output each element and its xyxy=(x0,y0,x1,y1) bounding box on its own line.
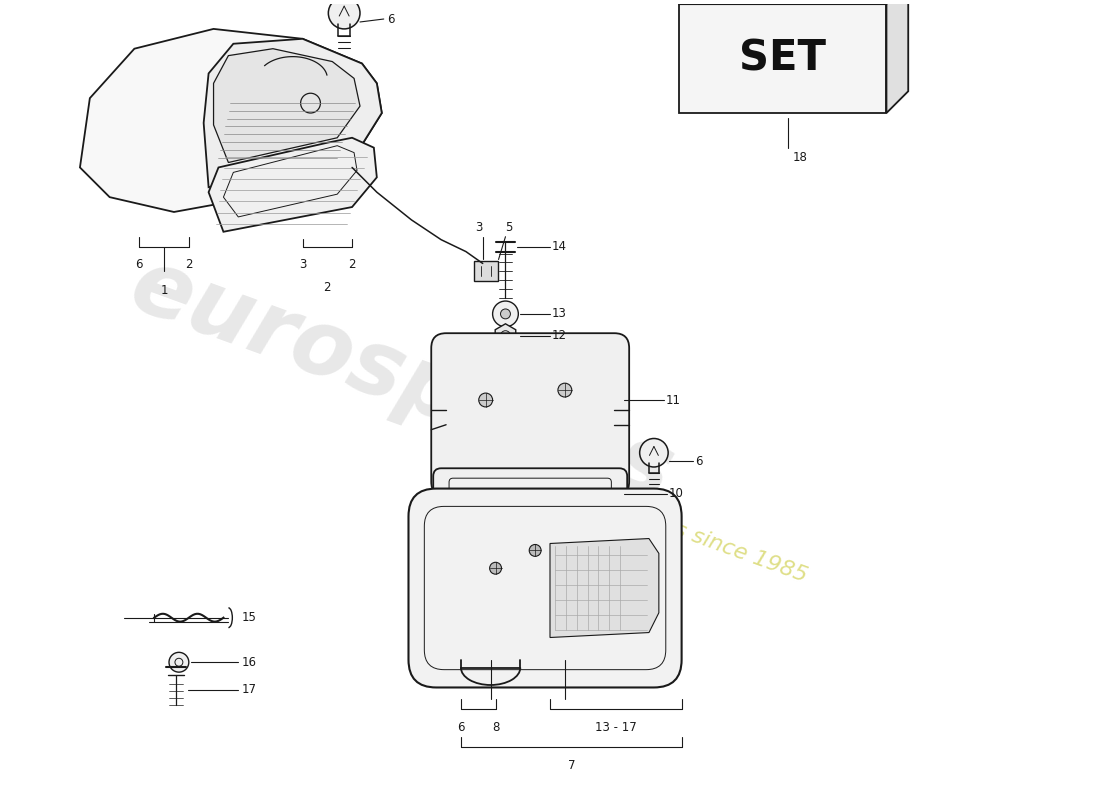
Circle shape xyxy=(490,562,502,574)
Text: 1: 1 xyxy=(161,284,168,298)
Text: 12: 12 xyxy=(552,329,567,342)
Text: 2: 2 xyxy=(185,258,192,271)
Circle shape xyxy=(493,301,518,326)
Text: 8: 8 xyxy=(492,721,499,734)
Polygon shape xyxy=(80,29,382,212)
Text: 16: 16 xyxy=(241,656,256,669)
FancyBboxPatch shape xyxy=(408,489,682,687)
Text: SET: SET xyxy=(739,38,826,79)
Text: 3: 3 xyxy=(299,258,306,271)
Circle shape xyxy=(640,438,668,467)
Circle shape xyxy=(558,383,572,397)
Polygon shape xyxy=(209,138,377,232)
Polygon shape xyxy=(204,39,382,187)
Text: 2: 2 xyxy=(349,258,355,271)
Polygon shape xyxy=(550,538,659,638)
Text: eurospares: eurospares xyxy=(119,242,685,519)
Circle shape xyxy=(478,393,493,407)
Text: a passion for parts since 1985: a passion for parts since 1985 xyxy=(487,452,811,586)
Text: 17: 17 xyxy=(241,683,256,697)
Text: 3: 3 xyxy=(475,221,483,234)
Polygon shape xyxy=(679,4,887,113)
FancyBboxPatch shape xyxy=(431,334,629,497)
Text: 6: 6 xyxy=(695,455,703,468)
Text: 5: 5 xyxy=(506,221,513,234)
Text: 7: 7 xyxy=(568,758,575,772)
Text: 6: 6 xyxy=(458,721,464,734)
Text: 6: 6 xyxy=(387,13,394,26)
Circle shape xyxy=(529,545,541,556)
Polygon shape xyxy=(474,262,497,282)
Polygon shape xyxy=(213,49,360,162)
Text: 2: 2 xyxy=(323,282,331,294)
Circle shape xyxy=(500,309,510,319)
Text: 13: 13 xyxy=(552,307,567,321)
Text: 15: 15 xyxy=(241,611,256,624)
Text: 18: 18 xyxy=(792,150,807,164)
Text: 14: 14 xyxy=(552,240,567,253)
Text: 13 - 17: 13 - 17 xyxy=(595,721,637,734)
Polygon shape xyxy=(679,0,909,4)
Polygon shape xyxy=(495,324,516,347)
Circle shape xyxy=(328,0,360,29)
Polygon shape xyxy=(887,0,909,113)
Text: 6: 6 xyxy=(135,258,143,271)
Text: 11: 11 xyxy=(666,394,681,406)
Circle shape xyxy=(169,652,189,672)
Text: 10: 10 xyxy=(669,487,683,500)
